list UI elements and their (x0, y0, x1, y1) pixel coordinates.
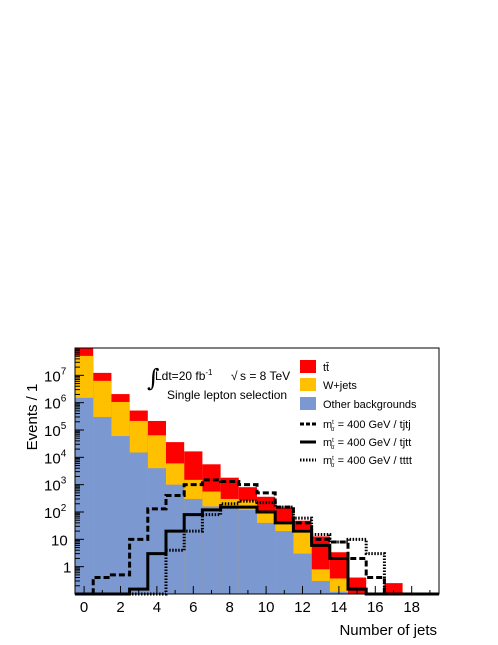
y-axis-title: Events / 1 (24, 384, 41, 451)
x-tick-label: 0 (80, 599, 88, 616)
x-tick-label: 2 (116, 599, 124, 616)
signal-histograms (75, 478, 439, 596)
legend-swatch-1 (300, 378, 316, 391)
x-tick-label: 8 (226, 599, 234, 616)
legend-label-4: mt σ = 400 GeV / tjtt (323, 437, 411, 451)
bar-other-backgrounds-bin-10 (257, 522, 276, 594)
legend-swatch-0 (300, 360, 316, 373)
selection-label: Single lepton selection (167, 388, 287, 402)
bar-other-backgrounds-bin-8 (220, 507, 239, 594)
legend-label-1: W+jets (323, 380, 357, 392)
bar-other-backgrounds-bin-1 (93, 416, 112, 594)
plot-frame (74, 347, 440, 595)
bar-other-backgrounds-bin-5 (166, 484, 185, 594)
x-tick-label: 6 (189, 599, 197, 616)
signal-line-dashed (75, 478, 439, 596)
y-tick-label: 105 (44, 421, 67, 440)
annotation-luminosity: ∫ Ldt=20 fb-1 (147, 364, 213, 392)
x-tick-label: 18 (403, 599, 420, 616)
x-axis-title: Number of jets (339, 622, 437, 639)
sqrt-symbol: √ (231, 369, 238, 383)
legend-label-5: mt σ = 400 GeV / tttt (323, 455, 412, 469)
legend-label-3: mt σ = 400 GeV / tjtj (323, 419, 411, 433)
lumi-text: Ldt=20 fb-1 (155, 368, 213, 383)
bar-other-backgrounds-bin-7 (202, 506, 221, 594)
x-tick-label: 14 (331, 599, 348, 616)
x-tick-label: 16 (367, 599, 384, 616)
y-tick-label: 10 (51, 532, 68, 549)
legend-swatch-2 (300, 397, 316, 410)
annotation-energy: √ s = 8 TeV (231, 369, 290, 383)
legend: tt̄ W+jets Other backgrounds mt σ = 400 GeV … (300, 360, 417, 469)
y-tick-label: 1 (63, 560, 71, 577)
x-tick-label: 12 (294, 599, 311, 616)
y-tick-label: 104 (44, 448, 67, 467)
legend-label-2: Other backgrounds (323, 399, 417, 411)
x-tick-labels: 0 2 4 6 8 10 12 14 16 18 (80, 599, 420, 616)
energy-text: s = 8 TeV (240, 369, 290, 383)
bar-other-backgrounds-bin-11 (275, 531, 294, 594)
bar-other-backgrounds-bin-12 (293, 553, 312, 594)
bar-other-backgrounds-bin-2 (111, 436, 130, 594)
y-tick-label: 102 (44, 503, 67, 522)
x-tick-label: 4 (153, 599, 161, 616)
bar-other-backgrounds-bin-9 (238, 509, 257, 594)
bar-other-backgrounds-bin-6 (184, 498, 203, 594)
bar-other-backgrounds-bin-3 (129, 452, 148, 594)
y-tick-label: 106 (44, 394, 67, 413)
bar-other-backgrounds-bin-13 (311, 580, 330, 594)
signal-line-dotted (75, 499, 439, 596)
signal-line-solid (75, 505, 439, 596)
y-tick-labels: 1 10 102 103 104 105 106 107 (44, 366, 71, 576)
y-tick-label: 107 (44, 366, 67, 385)
axis-ticks (75, 348, 431, 594)
x-tick-label: 10 (258, 599, 275, 616)
integral-symbol: ∫ (147, 364, 160, 392)
y-tick-label: 103 (44, 476, 67, 495)
bar-tt-bin-17 (384, 583, 403, 594)
legend-label-0: tt̄ (323, 362, 329, 374)
bar-other-backgrounds-bin-4 (147, 468, 166, 594)
